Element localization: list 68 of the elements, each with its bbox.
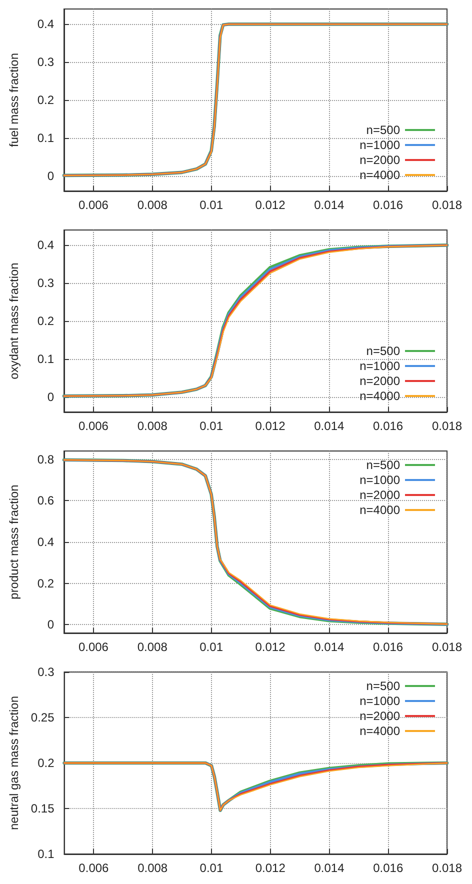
x-tick-label: 0.01 — [200, 198, 224, 212]
x-tick-label: 0.016 — [373, 640, 404, 654]
legend-label: n=500 — [366, 458, 400, 472]
y-tick-label: 0 — [47, 618, 54, 632]
legend-label: n=4000 — [360, 724, 400, 738]
x-tick-label: 0.014 — [314, 419, 344, 433]
x-tick-label: 0.006 — [78, 419, 109, 433]
y-tick-label: 0 — [47, 390, 54, 404]
legend-label: n=2000 — [360, 374, 400, 388]
x-tick-label: 0.006 — [78, 640, 109, 654]
y-axis-title: oxydant mass fraction — [7, 262, 21, 380]
x-tick-label: 0.016 — [373, 861, 404, 875]
y-tick-label: 0.25 — [30, 710, 55, 724]
x-tick-label: 0.018 — [432, 861, 462, 875]
x-tick-label: 0.01 — [200, 419, 224, 433]
y-axis-title: fuel mass fraction — [7, 52, 21, 148]
legend-label: n=500 — [366, 679, 400, 693]
y-tick-label: 0.6 — [37, 494, 54, 508]
y-tick-label: 0.3 — [37, 55, 54, 70]
x-tick-label: 0.008 — [138, 861, 168, 875]
y-tick-label: 0.4 — [37, 535, 54, 549]
legend-label: n=1000 — [360, 473, 400, 487]
y-tick-label: 0.1 — [37, 130, 54, 145]
x-tick-label: 0.016 — [373, 419, 404, 433]
y-tick-label: 0.2 — [37, 576, 54, 590]
y-tick-label: 0.15 — [30, 802, 55, 816]
y-tick-label: 0.1 — [37, 352, 54, 366]
legend-label: n=2000 — [360, 709, 400, 723]
x-tick-label: 0.014 — [314, 861, 345, 875]
y-tick-label: 0.8 — [37, 452, 54, 466]
y-tick-label: 0.4 — [37, 17, 54, 32]
legend-label: n=1000 — [360, 359, 400, 373]
legend-label: n=4000 — [360, 168, 400, 182]
x-tick-label: 0.012 — [255, 640, 286, 654]
y-tick-label: 0.1 — [38, 847, 55, 861]
x-tick-label: 0.012 — [255, 861, 286, 875]
y-axis-title: neutral gas mass fraction — [7, 696, 21, 830]
y-tick-label: 0 — [47, 168, 54, 183]
legend-label: n=500 — [366, 123, 400, 137]
x-tick-label: 0.018 — [432, 640, 462, 654]
legend-label: n=4000 — [360, 389, 400, 403]
y-tick-label: 0.3 — [37, 276, 54, 290]
x-tick-label: 0.008 — [137, 419, 168, 433]
legend-label: n=2000 — [360, 153, 400, 167]
y-tick-label: 0.2 — [37, 93, 54, 107]
legend-label: n=1000 — [360, 694, 400, 708]
x-tick-label: 0.014 — [314, 198, 344, 212]
x-tick-label: 0.006 — [78, 861, 110, 875]
x-tick-label: 0.018 — [432, 419, 462, 433]
x-tick-label: 0.012 — [255, 419, 286, 433]
x-tick-label: 0.008 — [137, 198, 168, 212]
x-tick-label: 0.01 — [200, 861, 224, 875]
y-tick-label: 0.3 — [38, 665, 55, 679]
y-tick-label: 0.2 — [37, 314, 54, 328]
x-tick-label: 0.006 — [78, 198, 109, 212]
y-axis-title: product mass fraction — [7, 484, 21, 600]
x-tick-label: 0.014 — [314, 640, 344, 654]
legend-label: n=2000 — [360, 488, 400, 502]
y-tick-label: 0.4 — [37, 238, 54, 252]
x-tick-label: 0.01 — [200, 640, 224, 654]
x-tick-label: 0.016 — [373, 198, 404, 212]
x-tick-label: 0.008 — [137, 640, 168, 654]
y-tick-label: 0.2 — [38, 756, 55, 770]
legend-label: n=500 — [366, 344, 400, 358]
x-tick-label: 0.012 — [255, 198, 286, 212]
x-tick-label: 0.018 — [432, 198, 462, 212]
legend-label: n=1000 — [360, 138, 400, 152]
legend-label: n=4000 — [360, 503, 400, 517]
